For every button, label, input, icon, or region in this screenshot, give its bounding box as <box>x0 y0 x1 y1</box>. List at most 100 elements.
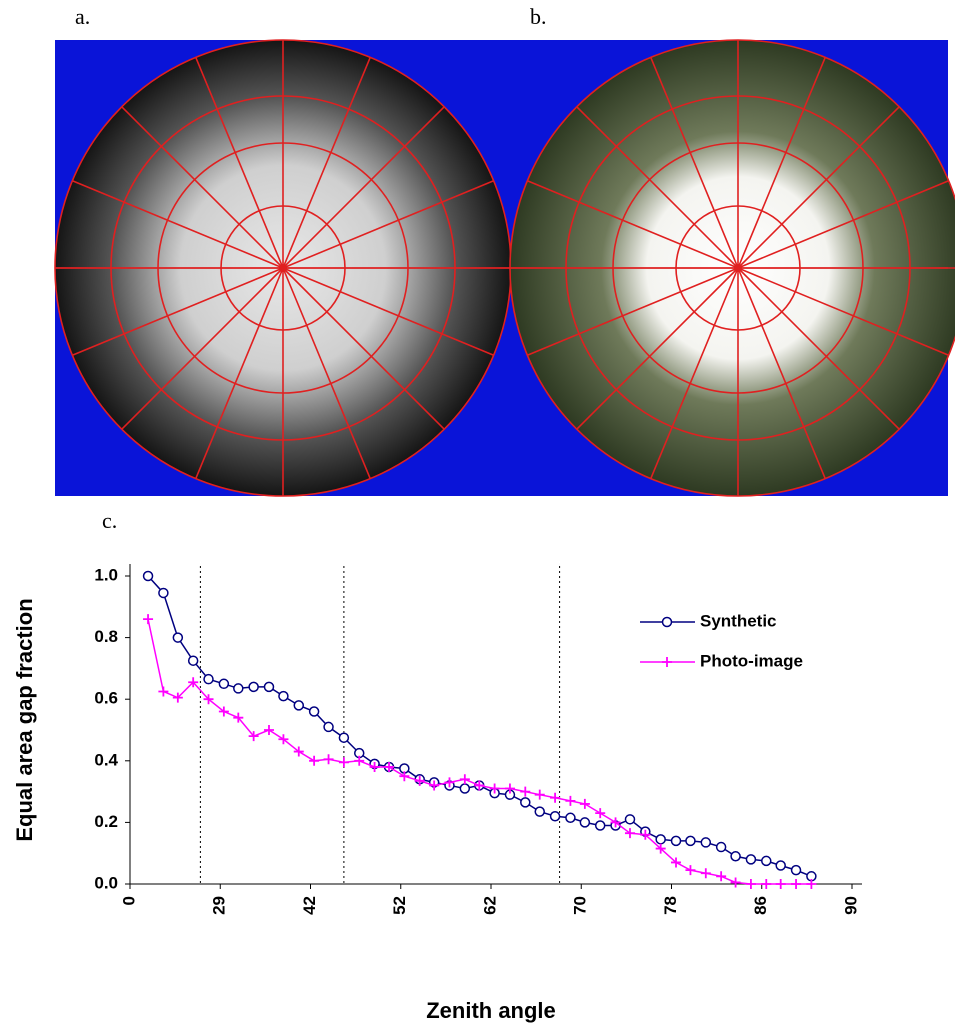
x-tick-label: 29 <box>210 896 229 915</box>
data-point <box>338 732 350 743</box>
data-point <box>550 792 561 803</box>
panel-label: b. <box>530 4 547 29</box>
fisheye-spoke <box>737 267 900 430</box>
data-point <box>399 771 410 782</box>
y-tick-label: 1.0 <box>94 565 118 584</box>
data-point <box>594 820 606 831</box>
data-point <box>565 795 576 806</box>
data-point <box>520 786 531 797</box>
fisheye-spoke <box>737 57 826 269</box>
data-point <box>323 754 334 765</box>
data-point <box>520 797 531 808</box>
data-point <box>369 761 380 772</box>
data-point <box>761 855 772 867</box>
x-tick-label: 42 <box>300 896 319 915</box>
x-tick-label: 52 <box>390 896 409 915</box>
x-tick-label: 70 <box>571 896 590 915</box>
data-point <box>172 692 183 703</box>
data-point <box>444 777 455 788</box>
data-point <box>354 755 365 766</box>
data-point <box>549 810 561 822</box>
data-point <box>203 694 214 705</box>
data-point <box>278 690 289 702</box>
fisheye-images <box>54 39 955 497</box>
data-point <box>309 755 320 766</box>
data-point <box>338 757 349 768</box>
fisheye-spoke <box>527 267 739 356</box>
data-point <box>474 780 485 791</box>
data-point <box>384 761 395 772</box>
data-point <box>429 780 440 791</box>
fisheye-spoke <box>282 267 371 479</box>
data-point <box>670 835 682 847</box>
y-tick-label: 0.6 <box>94 689 118 708</box>
fisheye-spoke <box>576 267 739 430</box>
fisheye-spoke <box>737 180 949 269</box>
data-point <box>775 879 786 889</box>
y-tick-label: 0.0 <box>94 873 118 892</box>
data-point <box>565 812 576 824</box>
fisheye-spoke <box>650 57 739 269</box>
y-tick-label: 0.2 <box>94 812 118 831</box>
data-point <box>308 706 320 717</box>
data-point <box>489 783 500 794</box>
data-point <box>716 871 727 882</box>
data-point <box>233 683 244 694</box>
y-tick-label: 0.4 <box>94 750 118 769</box>
x-tick-label: 90 <box>841 896 860 915</box>
fisheye-spoke <box>650 267 739 479</box>
fisheye-spoke <box>737 106 900 269</box>
data-point <box>685 835 696 847</box>
data-point <box>459 783 471 794</box>
y-tick-label: 0.8 <box>94 627 118 646</box>
data-point <box>595 808 606 819</box>
data-point <box>414 775 425 786</box>
fisheye-spoke <box>282 180 494 269</box>
data-point <box>158 686 169 697</box>
data-point <box>655 834 666 845</box>
data-point <box>172 632 184 643</box>
data-point <box>142 570 154 582</box>
data-point <box>158 587 169 599</box>
data-point <box>624 814 636 825</box>
data-point <box>662 657 672 667</box>
fisheye-spoke <box>121 267 284 430</box>
data-point <box>459 774 470 785</box>
data-point <box>661 616 673 628</box>
data-point <box>218 706 229 717</box>
data-point <box>791 879 802 889</box>
data-point <box>263 725 274 735</box>
data-point <box>293 700 305 711</box>
data-point <box>745 854 757 865</box>
data-point <box>700 868 711 879</box>
data-point <box>730 851 741 862</box>
data-point <box>323 721 334 733</box>
fisheye-spoke <box>195 57 284 269</box>
data-point <box>806 879 817 889</box>
fisheye-spoke <box>121 106 284 269</box>
data-point <box>745 879 756 889</box>
data-point <box>293 746 304 757</box>
data-point <box>715 841 727 853</box>
data-point <box>187 655 199 666</box>
data-point <box>263 681 275 693</box>
fisheye-spoke <box>527 180 739 269</box>
data-point <box>775 860 786 871</box>
data-point <box>534 789 545 800</box>
data-point <box>534 806 545 817</box>
legend-label: Photo-image <box>700 651 803 670</box>
fisheye-spoke <box>282 106 445 269</box>
fisheye-spoke <box>195 267 284 479</box>
x-tick-label: 0 <box>119 896 138 905</box>
x-axis-label: Zenith angle <box>426 998 556 1023</box>
data-point <box>504 783 515 794</box>
x-tick-label: 62 <box>480 896 499 915</box>
data-point <box>278 734 289 745</box>
data-point <box>579 798 590 809</box>
data-point <box>761 879 772 889</box>
data-point <box>730 877 741 888</box>
data-point <box>218 678 230 690</box>
data-point <box>610 817 621 828</box>
data-point <box>685 865 696 876</box>
